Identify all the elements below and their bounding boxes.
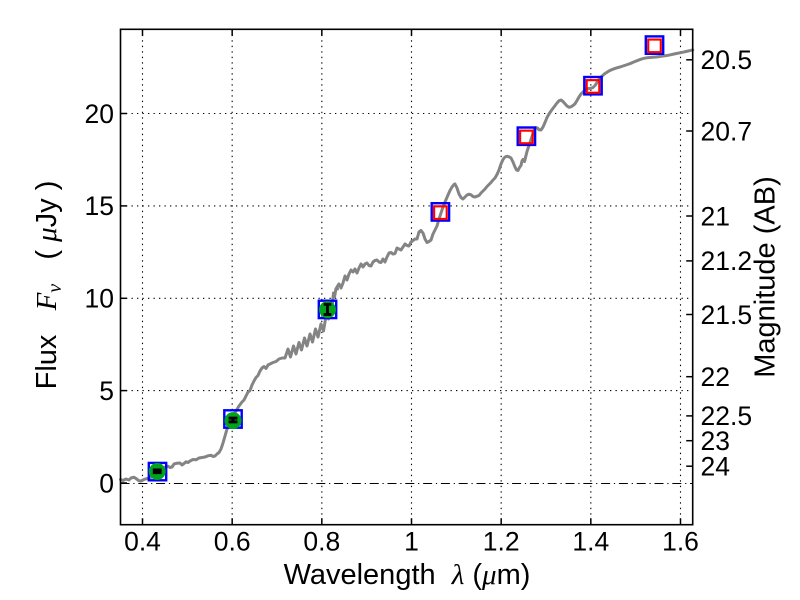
svg-text:0.6: 0.6 <box>214 527 251 557</box>
svg-text:20.5: 20.5 <box>701 45 753 75</box>
svg-text:24: 24 <box>701 452 730 482</box>
svg-text:5: 5 <box>99 376 114 406</box>
svg-text:Wavelength λ (μm): Wavelength λ (μm) <box>284 559 531 591</box>
svg-text:Magnitude (AB): Magnitude (AB) <box>750 176 782 378</box>
svg-text:20: 20 <box>85 99 114 129</box>
svg-text:1.6: 1.6 <box>662 527 699 557</box>
svg-text:21.2: 21.2 <box>701 246 753 276</box>
svg-text:0: 0 <box>99 468 114 498</box>
svg-text:1.4: 1.4 <box>572 527 609 557</box>
svg-text:0.8: 0.8 <box>303 527 340 557</box>
svg-text:22: 22 <box>701 362 730 392</box>
svg-text:15: 15 <box>85 191 114 221</box>
svg-text:10: 10 <box>85 284 114 314</box>
svg-text:1.2: 1.2 <box>483 527 520 557</box>
svg-text:23: 23 <box>701 426 730 456</box>
svg-text:Flux Fν ( μJy ): Flux Fν ( μJy ) <box>31 181 66 390</box>
svg-text:21.5: 21.5 <box>701 300 753 330</box>
svg-text:20.7: 20.7 <box>701 116 753 146</box>
svg-text:1: 1 <box>404 527 419 557</box>
svg-text:0.4: 0.4 <box>124 527 161 557</box>
svg-text:22.5: 22.5 <box>701 401 753 431</box>
svg-text:21: 21 <box>701 201 730 231</box>
